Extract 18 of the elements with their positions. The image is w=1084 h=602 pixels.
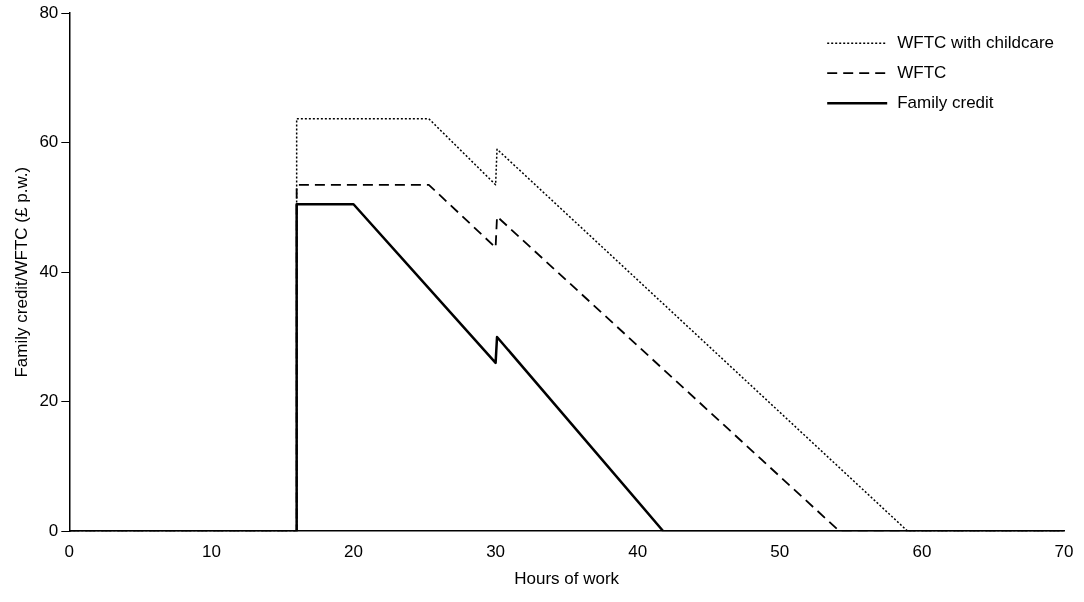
x-tick-label: 10 [201,542,221,562]
y-tick-label: 20 [39,391,59,411]
x-tick-label: 0 [64,542,75,562]
legend-label: WFTC with childcare [897,32,1055,52]
y-tick-label: 0 [48,520,59,540]
y-tick-label: 60 [39,132,59,152]
legend-label: Family credit [897,92,994,112]
y-tick-label: 40 [39,261,59,281]
x-tick-label: 20 [344,542,363,562]
y-tick-label: 80 [39,2,59,22]
x-tick-label: 70 [1054,542,1074,562]
x-tick-label: 50 [770,542,790,562]
y-axis-title: Family credit/WFTC (£ p.w.) [11,166,31,378]
x-tick-label: 40 [628,542,648,562]
x-tick-label: 30 [486,542,506,562]
x-tick-label: 60 [912,542,932,562]
legend-label: WFTC [897,62,947,82]
x-axis-title: Hours of work [514,569,620,589]
